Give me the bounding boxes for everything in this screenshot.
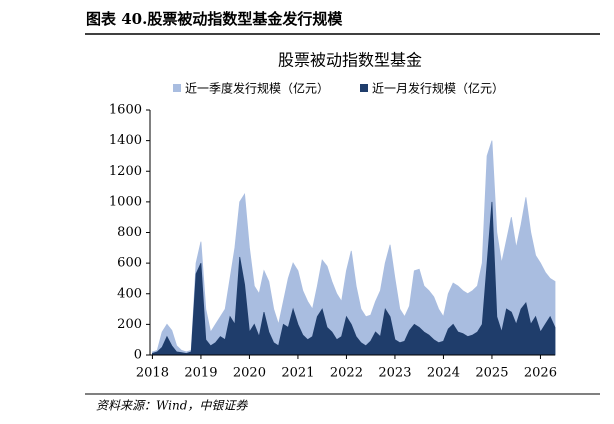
legend-label: 近一季度发行规模（亿元） [185,81,329,96]
y-tick-label: 1600 [109,103,142,118]
y-tick-label: 200 [117,317,142,332]
y-tick-label: 1200 [109,164,142,179]
legend-swatch [173,84,181,92]
y-tick-label: 0 [134,348,142,363]
x-tick-label: 2021 [281,366,314,381]
chart-title: 股票被动指数型基金 [278,51,422,70]
legend-label: 近一月发行规模（亿元） [372,81,504,96]
y-tick-label: 1400 [109,133,142,148]
figure-label: 图表 40.股票被动指数型基金发行规模 [86,10,343,28]
x-tick-label: 2018 [136,366,169,381]
x-tick-label: 2025 [475,366,508,381]
x-tick-label: 2022 [330,366,363,381]
y-tick-label: 600 [117,256,142,271]
legend-swatch [360,84,368,92]
x-tick-label: 2026 [524,366,557,381]
area-series [152,201,556,356]
x-tick-label: 2020 [233,366,266,381]
x-tick-label: 2019 [184,366,217,381]
y-tick-label: 400 [117,286,142,301]
y-tick-label: 1000 [109,194,142,209]
area-series [152,140,556,356]
source-note: 资料来源：Wind，中银证券 [96,399,248,413]
y-tick-label: 800 [117,225,142,240]
x-tick-label: 2024 [427,366,460,381]
x-tick-label: 2023 [378,366,411,381]
